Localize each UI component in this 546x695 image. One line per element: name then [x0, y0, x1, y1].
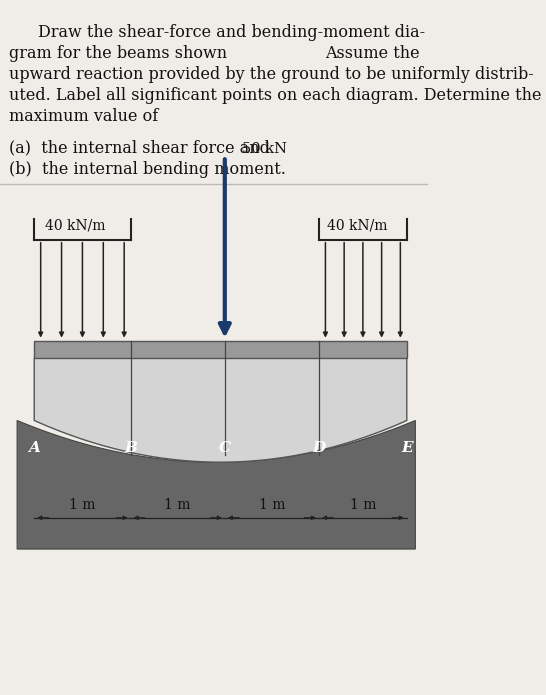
Text: 40 kN/m: 40 kN/m [45, 219, 105, 233]
Polygon shape [17, 420, 416, 549]
Text: E: E [401, 441, 413, 455]
Text: Draw the shear-force and bending-moment dia-: Draw the shear-force and bending-moment … [38, 24, 425, 41]
Text: C: C [219, 441, 231, 455]
Text: 1 m: 1 m [164, 498, 191, 512]
Text: (a)  the internal shear force and: (a) the internal shear force and [9, 139, 269, 156]
Text: gram for the beams shown: gram for the beams shown [9, 45, 227, 62]
Text: 1 m: 1 m [69, 498, 96, 512]
Text: uted. Label all significant points on each diagram. Determine the: uted. Label all significant points on ea… [9, 87, 541, 104]
Text: maximum value of: maximum value of [9, 108, 158, 124]
Text: B: B [124, 441, 137, 455]
Bar [34, 341, 407, 358]
Polygon shape [34, 358, 407, 462]
Text: (b)  the internal bending moment.: (b) the internal bending moment. [9, 161, 286, 178]
Text: 1 m: 1 m [259, 498, 285, 512]
Text: A: A [28, 441, 40, 455]
Text: upward reaction provided by the ground to be uniformly distrib-: upward reaction provided by the ground t… [9, 66, 533, 83]
Text: D: D [312, 441, 325, 455]
Text: 50 kN: 50 kN [242, 142, 287, 156]
Text: 40 kN/m: 40 kN/m [327, 219, 388, 233]
Text: Assume the: Assume the [325, 45, 420, 62]
Text: 1 m: 1 m [349, 498, 376, 512]
